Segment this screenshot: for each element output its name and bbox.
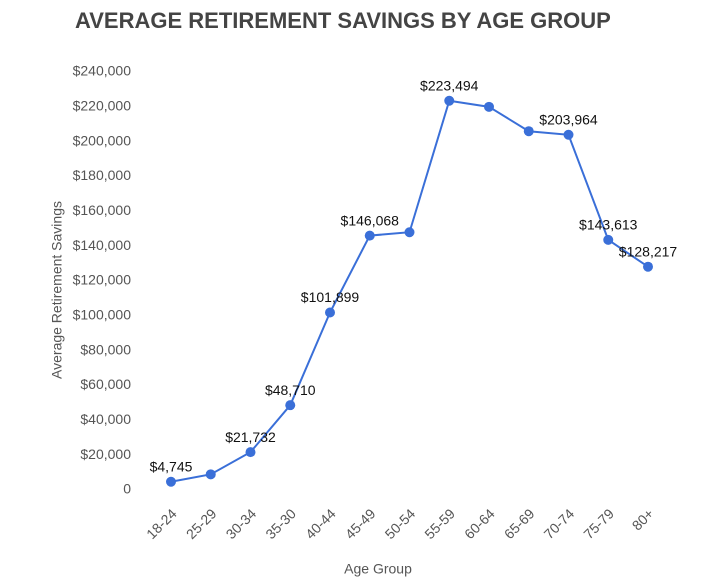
data-label: $101,899 xyxy=(301,289,360,305)
y-tick-label: $200,000 xyxy=(73,132,132,148)
data-label: $21,732 xyxy=(225,429,276,445)
y-tick-label: $220,000 xyxy=(73,98,132,114)
point xyxy=(205,469,216,480)
x-tick-label: 80+ xyxy=(629,505,657,533)
y-tick-label: $20,000 xyxy=(80,446,131,462)
point xyxy=(245,447,256,458)
x-tick-label: 75-79 xyxy=(580,505,617,542)
point xyxy=(364,230,375,241)
y-tick-label: $140,000 xyxy=(73,237,132,253)
data-label: $4,745 xyxy=(150,458,193,474)
point xyxy=(643,261,653,272)
point xyxy=(404,227,415,238)
point xyxy=(285,400,296,411)
data-label: $143,613 xyxy=(579,217,638,233)
point xyxy=(325,307,335,318)
y-tick-label: $100,000 xyxy=(73,307,132,323)
y-tick-label: $160,000 xyxy=(73,202,132,218)
data-label: $48,710 xyxy=(265,382,316,398)
point xyxy=(603,234,614,245)
y-tick-label: 0 xyxy=(123,481,131,497)
point xyxy=(166,476,176,487)
point xyxy=(563,129,574,140)
x-tick-label: 70-74 xyxy=(541,505,578,542)
x-tick-label: 55-59 xyxy=(421,505,458,542)
point xyxy=(484,101,494,112)
chart-title: AVERAGE RETIREMENT SAVINGS BY AGE GROUP xyxy=(75,8,611,33)
x-tick-label: 18-24 xyxy=(143,505,180,542)
y-tick-label: $180,000 xyxy=(73,167,132,183)
x-axis-label: Age Group xyxy=(344,561,412,577)
y-tick-label: $240,000 xyxy=(73,63,132,79)
x-tick-label: 30-34 xyxy=(223,505,260,542)
point xyxy=(444,95,455,106)
y-tick-label: $60,000 xyxy=(80,376,131,392)
x-tick-label: 35-30 xyxy=(262,505,299,542)
line xyxy=(170,99,649,483)
y-tick-label: $120,000 xyxy=(73,272,132,288)
y-tick-label: $80,000 xyxy=(80,341,131,357)
data-label: $203,964 xyxy=(539,111,598,127)
x-tick-label: 65-69 xyxy=(501,505,538,542)
point xyxy=(523,126,534,137)
y-axis-label: Average Retirement Savings xyxy=(49,201,65,379)
x-tick-label: 40-44 xyxy=(302,505,339,542)
x-tick-label: 25-29 xyxy=(183,505,220,542)
y-tick-label: $40,000 xyxy=(80,411,131,427)
data-label: $128,217 xyxy=(619,243,678,259)
x-tick-label: 45-49 xyxy=(342,505,379,542)
x-tick-label: 50-54 xyxy=(382,505,419,542)
data-label: $146,068 xyxy=(341,212,400,228)
data-label: $223,494 xyxy=(420,77,479,93)
x-tick-label: 60-64 xyxy=(461,505,498,542)
